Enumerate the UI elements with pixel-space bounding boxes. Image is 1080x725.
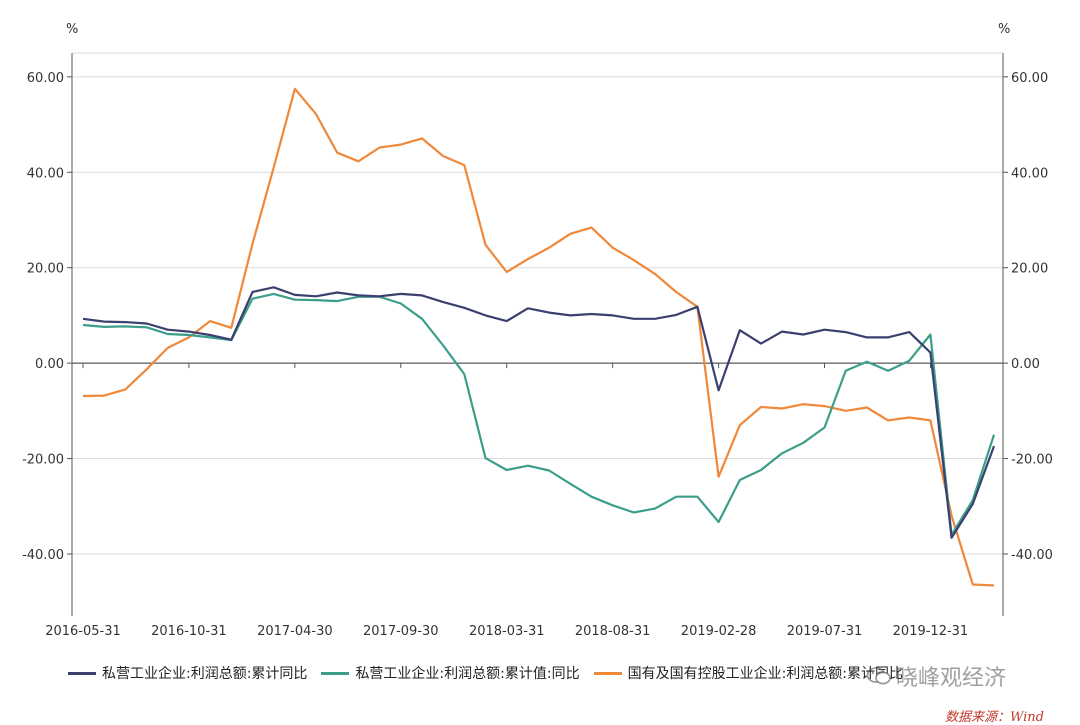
x-tick-label: 2016-10-31 [151, 624, 227, 639]
x-tick-label: 2017-09-30 [363, 624, 439, 639]
right-tick-label: -40.00 [1011, 548, 1053, 563]
legend-label: 私营工业企业:利润总额:累计同比 [102, 666, 308, 682]
left-tick-label: 40.00 [27, 166, 64, 181]
data-source: 数据来源：Wind [945, 710, 1044, 725]
right-axis-unit: % [998, 22, 1010, 37]
x-tick-label: 2019-02-28 [681, 624, 757, 639]
legend: 私营工业企业:利润总额:累计同比 私营工业企业:利润总额:累计值:同比 国有及国有控… [68, 663, 917, 683]
series-line-2 [82, 292, 996, 537]
x-tick-label: 2019-12-31 [893, 624, 969, 639]
legend-item-3: 国有及国有控股工业企业:利润总额:累计同比 [593, 663, 904, 683]
left-tick-label: 60.00 [27, 71, 64, 86]
watermark-text: 晓峰观经济 [896, 666, 1007, 691]
legend-label: 私营工业企业:利润总额:累计值:同比 [355, 666, 580, 682]
x-tick-label: 2019-07-31 [787, 624, 863, 639]
x-tick-label: 2016-05-31 [45, 624, 121, 639]
legend-swatch [321, 671, 350, 675]
grid-lines [72, 52, 1003, 555]
right-tick-label: 0.00 [1011, 357, 1040, 372]
legend-swatch [68, 671, 96, 675]
right-tick-label: 20.00 [1011, 262, 1048, 277]
legend-label: 国有及国有控股工业企业:利润总额:累计同比 [627, 666, 904, 682]
legend-item-1: 私营工业企业:利润总额:累计同比 [68, 663, 307, 683]
left-tick-label: -20.00 [22, 453, 64, 468]
series-line-3 [82, 87, 995, 587]
legend-swatch [593, 671, 622, 675]
series-line-1 [82, 286, 996, 539]
watermark: 晓峰观经济 [866, 660, 1006, 692]
right-tick-label: 60.00 [1011, 71, 1048, 86]
left-tick-label: 0.00 [35, 357, 64, 372]
wechat-icon [866, 667, 891, 685]
left-tick-label: -40.00 [22, 548, 64, 563]
right-tick-label: 40.00 [1011, 166, 1048, 181]
legend-item-2: 私营工业企业:利润总额:累计值:同比 [321, 663, 580, 683]
x-tick-label: 2017-04-30 [257, 624, 333, 639]
series-lines [82, 87, 996, 587]
axes: 60.00 60.00 40.00 40.00 20.00 20.00 0.00 0.00 -2… [22, 53, 1053, 639]
right-tick-label: -20.00 [1011, 453, 1053, 468]
left-tick-label: 20.00 [27, 262, 64, 277]
left-axis-unit: % [66, 22, 78, 37]
x-tick-label: 2018-08-31 [575, 624, 651, 639]
x-tick-label: 2018-03-31 [469, 624, 545, 639]
